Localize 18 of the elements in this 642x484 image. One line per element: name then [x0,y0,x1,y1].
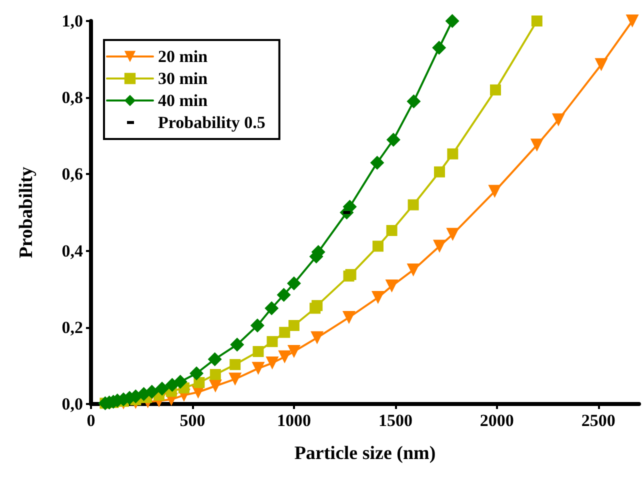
x-axis-title: Particle size (nm) [294,443,436,464]
x-tick-label: 2000 [480,411,514,430]
x-tick-label: 1000 [276,411,311,430]
y-tick-label: 0,4 [62,241,84,260]
y-axis-title: Probability [16,166,37,258]
y-tick-label: 0,2 [62,318,83,337]
x-tick-label: 500 [180,411,206,430]
legend-label: Probability 0.5 [158,113,266,132]
legend-label: 40 min [158,91,208,110]
y-tick-label: 1,0 [62,12,83,30]
y-tick-label: 0,6 [62,164,83,184]
x-tick-label: 0 [86,411,96,430]
legend-label: 30 min [158,69,208,88]
x-tick-label: 1500 [378,411,412,430]
legend-label: 20 min [158,47,208,66]
y-tick-label: 0,0 [62,394,83,414]
y-tick-label: 0,8 [62,88,83,108]
x-tick-label: 2500 [581,411,616,430]
